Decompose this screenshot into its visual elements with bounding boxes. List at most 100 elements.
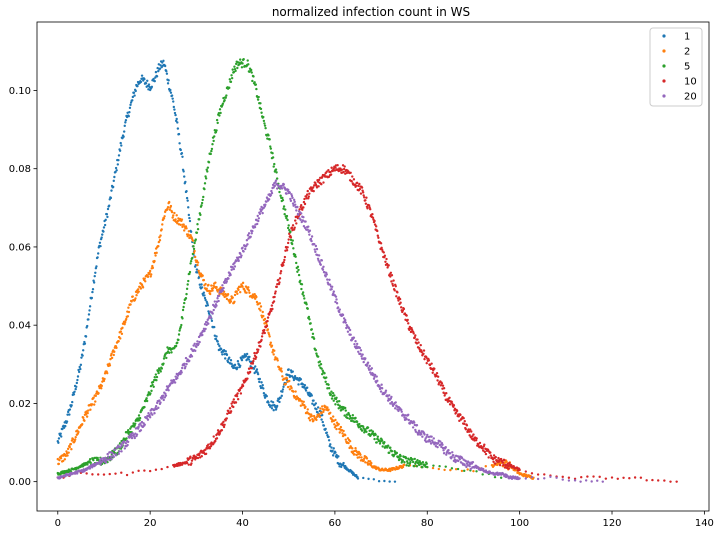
data-point xyxy=(193,249,196,253)
data-point xyxy=(146,275,150,279)
data-point xyxy=(380,387,384,390)
data-point xyxy=(210,147,214,151)
data-point xyxy=(233,363,237,367)
data-point xyxy=(250,71,253,74)
data-point xyxy=(187,230,191,233)
data-point xyxy=(471,460,475,464)
data-point xyxy=(417,341,420,344)
data-point xyxy=(209,445,213,448)
data-point xyxy=(285,192,288,195)
data-point xyxy=(604,477,608,480)
data-point xyxy=(373,219,376,223)
data-point xyxy=(234,401,238,404)
data-point xyxy=(188,236,191,240)
data-point xyxy=(598,475,601,479)
data-point xyxy=(271,307,274,311)
data-point xyxy=(160,467,163,471)
y-tick-label: 0.00 xyxy=(9,477,31,488)
data-point xyxy=(293,375,297,378)
data-point xyxy=(489,454,493,457)
data-point xyxy=(334,451,337,454)
data-point xyxy=(300,212,303,215)
data-point xyxy=(639,476,643,479)
data-point xyxy=(189,230,193,233)
data-point xyxy=(417,429,421,432)
data-point xyxy=(278,277,282,280)
data-point xyxy=(268,335,271,338)
data-point xyxy=(222,425,226,429)
data-point xyxy=(119,141,122,145)
data-point xyxy=(462,416,465,420)
data-point xyxy=(319,362,323,366)
data-point xyxy=(241,384,245,388)
data-point xyxy=(270,304,274,307)
data-point xyxy=(302,215,305,219)
data-point xyxy=(136,84,139,88)
data-point xyxy=(303,197,306,201)
data-point xyxy=(72,393,76,396)
data-point xyxy=(344,321,347,324)
data-point xyxy=(158,399,161,402)
data-point xyxy=(530,475,534,479)
data-point xyxy=(236,392,239,395)
data-point xyxy=(255,87,258,91)
data-point xyxy=(202,291,206,294)
data-point xyxy=(116,163,120,166)
data-point xyxy=(307,417,311,420)
data-point xyxy=(299,378,303,381)
data-point xyxy=(125,317,128,321)
data-point xyxy=(280,370,283,373)
data-point xyxy=(286,246,289,249)
data-point xyxy=(384,260,387,263)
data-point xyxy=(198,218,201,221)
data-point xyxy=(373,223,377,226)
data-point xyxy=(179,325,182,329)
data-point xyxy=(265,394,268,398)
data-point xyxy=(79,367,82,371)
data-point xyxy=(401,459,405,462)
data-point xyxy=(326,278,329,281)
data-point xyxy=(315,418,318,422)
data-point xyxy=(273,184,277,188)
data-point xyxy=(295,222,298,225)
data-point xyxy=(102,473,106,476)
data-point xyxy=(402,463,406,467)
data-point xyxy=(163,215,166,218)
data-point xyxy=(392,453,396,457)
data-point xyxy=(411,458,414,461)
data-point xyxy=(435,371,439,375)
data-point xyxy=(76,375,80,378)
data-point xyxy=(269,343,272,346)
data-point xyxy=(447,449,450,452)
data-point xyxy=(112,179,115,183)
data-point xyxy=(222,420,225,424)
data-point xyxy=(312,189,315,193)
data-point xyxy=(367,204,371,207)
data-point xyxy=(191,256,194,260)
data-point xyxy=(228,407,232,410)
data-point xyxy=(157,406,160,410)
data-point xyxy=(326,406,329,409)
data-point xyxy=(390,395,393,399)
data-point xyxy=(165,69,168,73)
data-point xyxy=(312,399,315,402)
data-point xyxy=(66,413,69,416)
data-point xyxy=(263,396,267,399)
data-point xyxy=(409,456,413,460)
data-point xyxy=(82,416,85,420)
data-point xyxy=(87,313,91,316)
data-point xyxy=(370,461,373,465)
data-point xyxy=(272,165,275,168)
data-point xyxy=(195,345,198,349)
data-point xyxy=(360,186,364,189)
data-point xyxy=(321,372,324,376)
data-point xyxy=(271,156,275,159)
data-point xyxy=(503,466,507,469)
data-point xyxy=(338,310,341,314)
data-point xyxy=(361,425,365,428)
data-point xyxy=(406,318,409,322)
data-point xyxy=(160,228,163,231)
data-point xyxy=(150,85,154,89)
data-point xyxy=(482,467,485,471)
data-point xyxy=(168,200,171,204)
